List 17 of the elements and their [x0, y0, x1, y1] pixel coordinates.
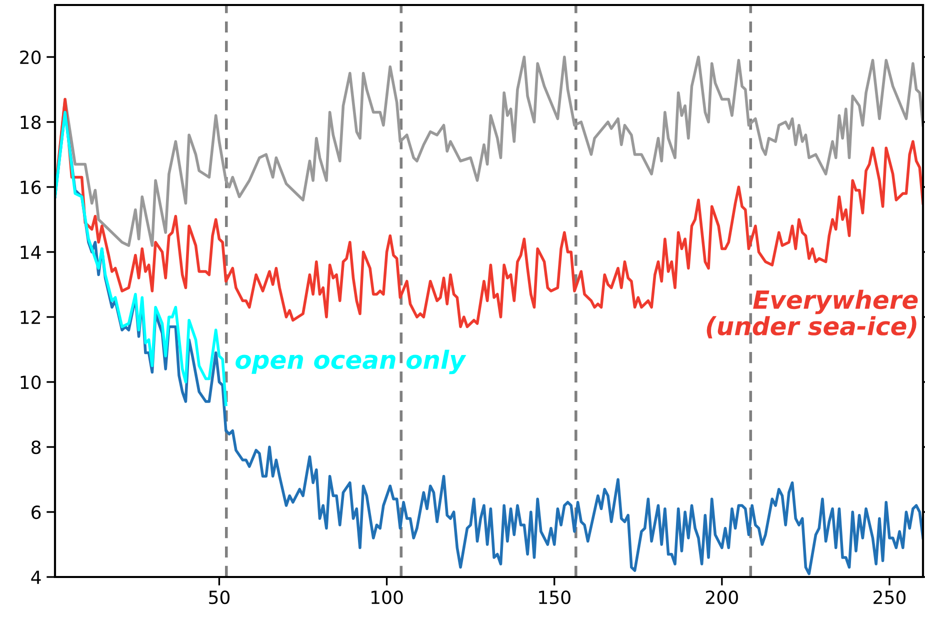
y-tick-label: 10 — [20, 375, 41, 390]
y-tick-label: 16 — [20, 180, 41, 194]
x-tick-label: 200 — [706, 590, 738, 604]
y-tick-label: 6 — [32, 505, 41, 520]
x-tick-label: 100 — [372, 590, 403, 604]
line-series — [55, 110, 228, 406]
x-tick-label: 150 — [539, 590, 570, 604]
y-tick-label: 4 — [31, 570, 41, 584]
y-tick-label: 18 — [20, 115, 41, 130]
x-tick-label: 50 — [209, 590, 230, 604]
y-tick-label: 8 — [32, 440, 41, 454]
y-tick-label: 20 — [20, 50, 41, 64]
x-tick-label: 250 — [874, 590, 906, 604]
series-label: Everywhere (under sea-ice) — [706, 290, 918, 338]
y-tick-label: 12 — [20, 310, 40, 324]
y-tick-label: 14 — [20, 246, 41, 259]
series-label: open ocean only — [236, 350, 466, 374]
